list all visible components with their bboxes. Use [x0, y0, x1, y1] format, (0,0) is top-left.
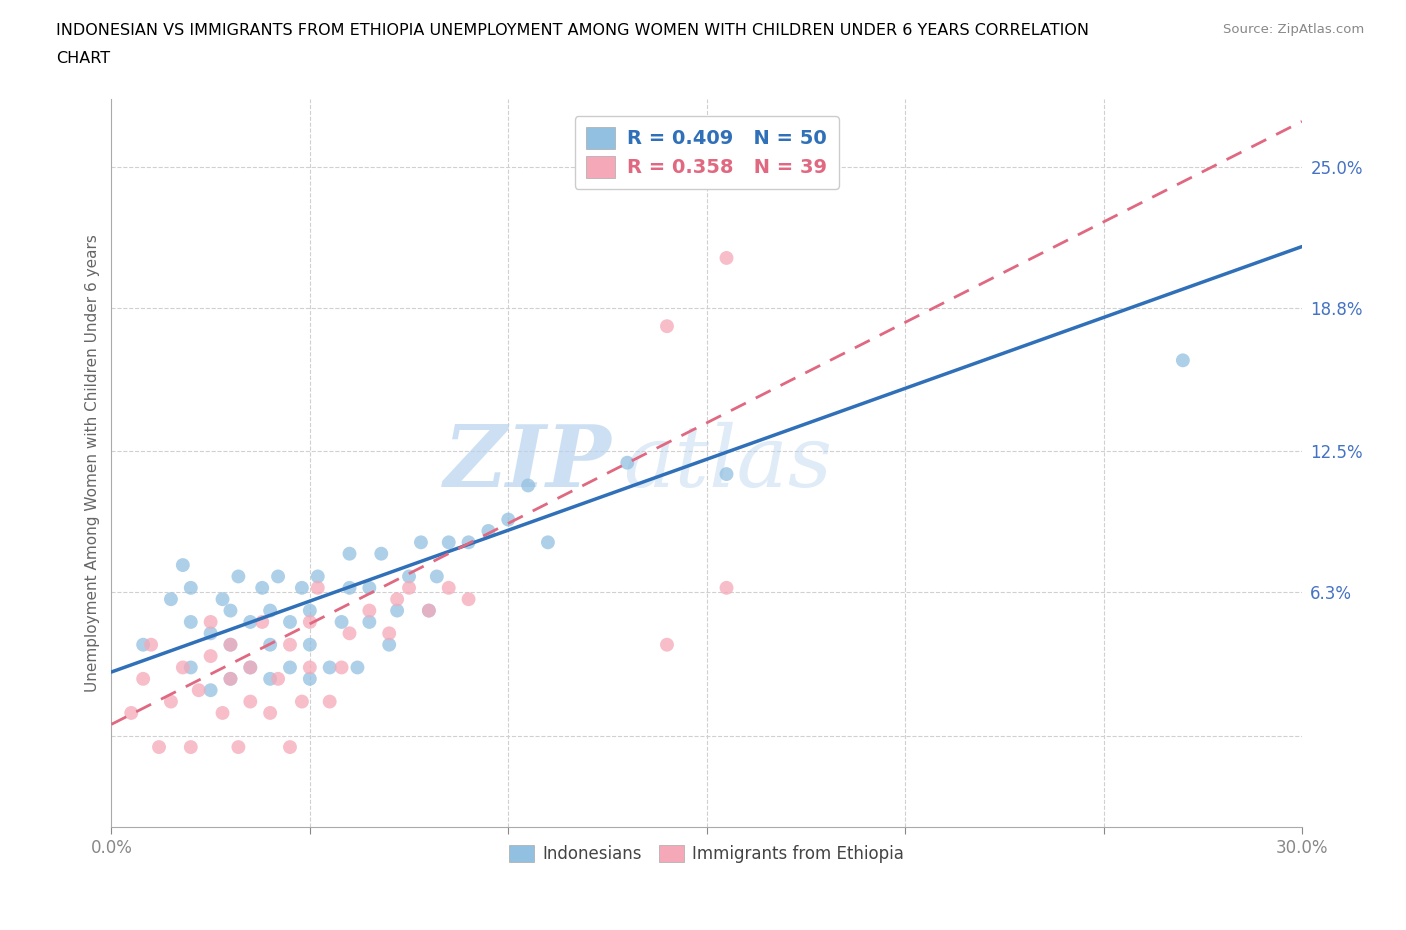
Point [716, 467, 738, 482]
Point [418, 604, 440, 618]
Y-axis label: Unemployment Among Women with Children Under 6 years: Unemployment Among Women with Children U… [86, 233, 100, 692]
Point [359, 604, 381, 618]
Point [180, 660, 202, 675]
Point [298, 637, 321, 652]
Point [398, 569, 420, 584]
Point [378, 637, 401, 652]
Point [200, 648, 222, 663]
Point [219, 671, 242, 686]
Point [219, 637, 242, 652]
Point [291, 694, 314, 709]
Point [307, 569, 329, 584]
Point [239, 660, 262, 675]
Point [437, 535, 460, 550]
Text: Source: ZipAtlas.com: Source: ZipAtlas.com [1223, 23, 1364, 36]
Point [339, 626, 361, 641]
Point [298, 615, 321, 630]
Point [267, 569, 290, 584]
Point [200, 683, 222, 698]
Point [239, 660, 262, 675]
Point [132, 671, 155, 686]
Point [259, 706, 281, 721]
Point [716, 580, 738, 595]
Point [148, 739, 170, 754]
Point [378, 626, 401, 641]
Point [398, 580, 420, 595]
Point [180, 739, 202, 754]
Point [259, 604, 281, 618]
Point [298, 604, 321, 618]
Legend: Indonesians, Immigrants from Ethiopia: Indonesians, Immigrants from Ethiopia [503, 838, 911, 870]
Point [437, 580, 460, 595]
Point [187, 683, 209, 698]
Point [278, 739, 301, 754]
Point [359, 615, 381, 630]
Point [330, 615, 353, 630]
Point [278, 660, 301, 675]
Point [219, 671, 242, 686]
Point [1171, 352, 1194, 367]
Point [211, 591, 233, 606]
Point [346, 660, 368, 675]
Point [250, 615, 273, 630]
Point [370, 546, 392, 561]
Point [259, 671, 281, 686]
Point [160, 694, 183, 709]
Text: ZIP: ZIP [443, 421, 612, 504]
Point [172, 660, 194, 675]
Point [655, 637, 678, 652]
Point [517, 478, 540, 493]
Point [160, 591, 183, 606]
Point [219, 637, 242, 652]
Point [228, 569, 250, 584]
Point [180, 580, 202, 595]
Point [278, 615, 301, 630]
Point [426, 569, 449, 584]
Point [318, 694, 340, 709]
Point [457, 591, 479, 606]
Point [385, 591, 408, 606]
Point [418, 604, 440, 618]
Point [120, 706, 142, 721]
Text: CHART: CHART [56, 51, 110, 66]
Point [239, 615, 262, 630]
Point [278, 637, 301, 652]
Point [655, 319, 678, 334]
Point [339, 546, 361, 561]
Point [291, 580, 314, 595]
Point [496, 512, 519, 527]
Point [616, 456, 638, 471]
Point [537, 535, 560, 550]
Point [219, 604, 242, 618]
Point [228, 739, 250, 754]
Point [200, 626, 222, 641]
Point [239, 694, 262, 709]
Point [359, 580, 381, 595]
Text: atlas: atlas [623, 421, 832, 504]
Point [318, 660, 340, 675]
Point [259, 637, 281, 652]
Point [180, 615, 202, 630]
Point [250, 580, 273, 595]
Point [339, 580, 361, 595]
Point [477, 524, 499, 538]
Point [716, 250, 738, 265]
Point [267, 671, 290, 686]
Point [457, 535, 479, 550]
Point [330, 660, 353, 675]
Point [409, 535, 432, 550]
Point [307, 580, 329, 595]
Point [385, 604, 408, 618]
Point [211, 706, 233, 721]
Point [298, 671, 321, 686]
Point [298, 660, 321, 675]
Point [139, 637, 162, 652]
Point [200, 615, 222, 630]
Point [132, 637, 155, 652]
Text: INDONESIAN VS IMMIGRANTS FROM ETHIOPIA UNEMPLOYMENT AMONG WOMEN WITH CHILDREN UN: INDONESIAN VS IMMIGRANTS FROM ETHIOPIA U… [56, 23, 1090, 38]
Point [172, 558, 194, 573]
